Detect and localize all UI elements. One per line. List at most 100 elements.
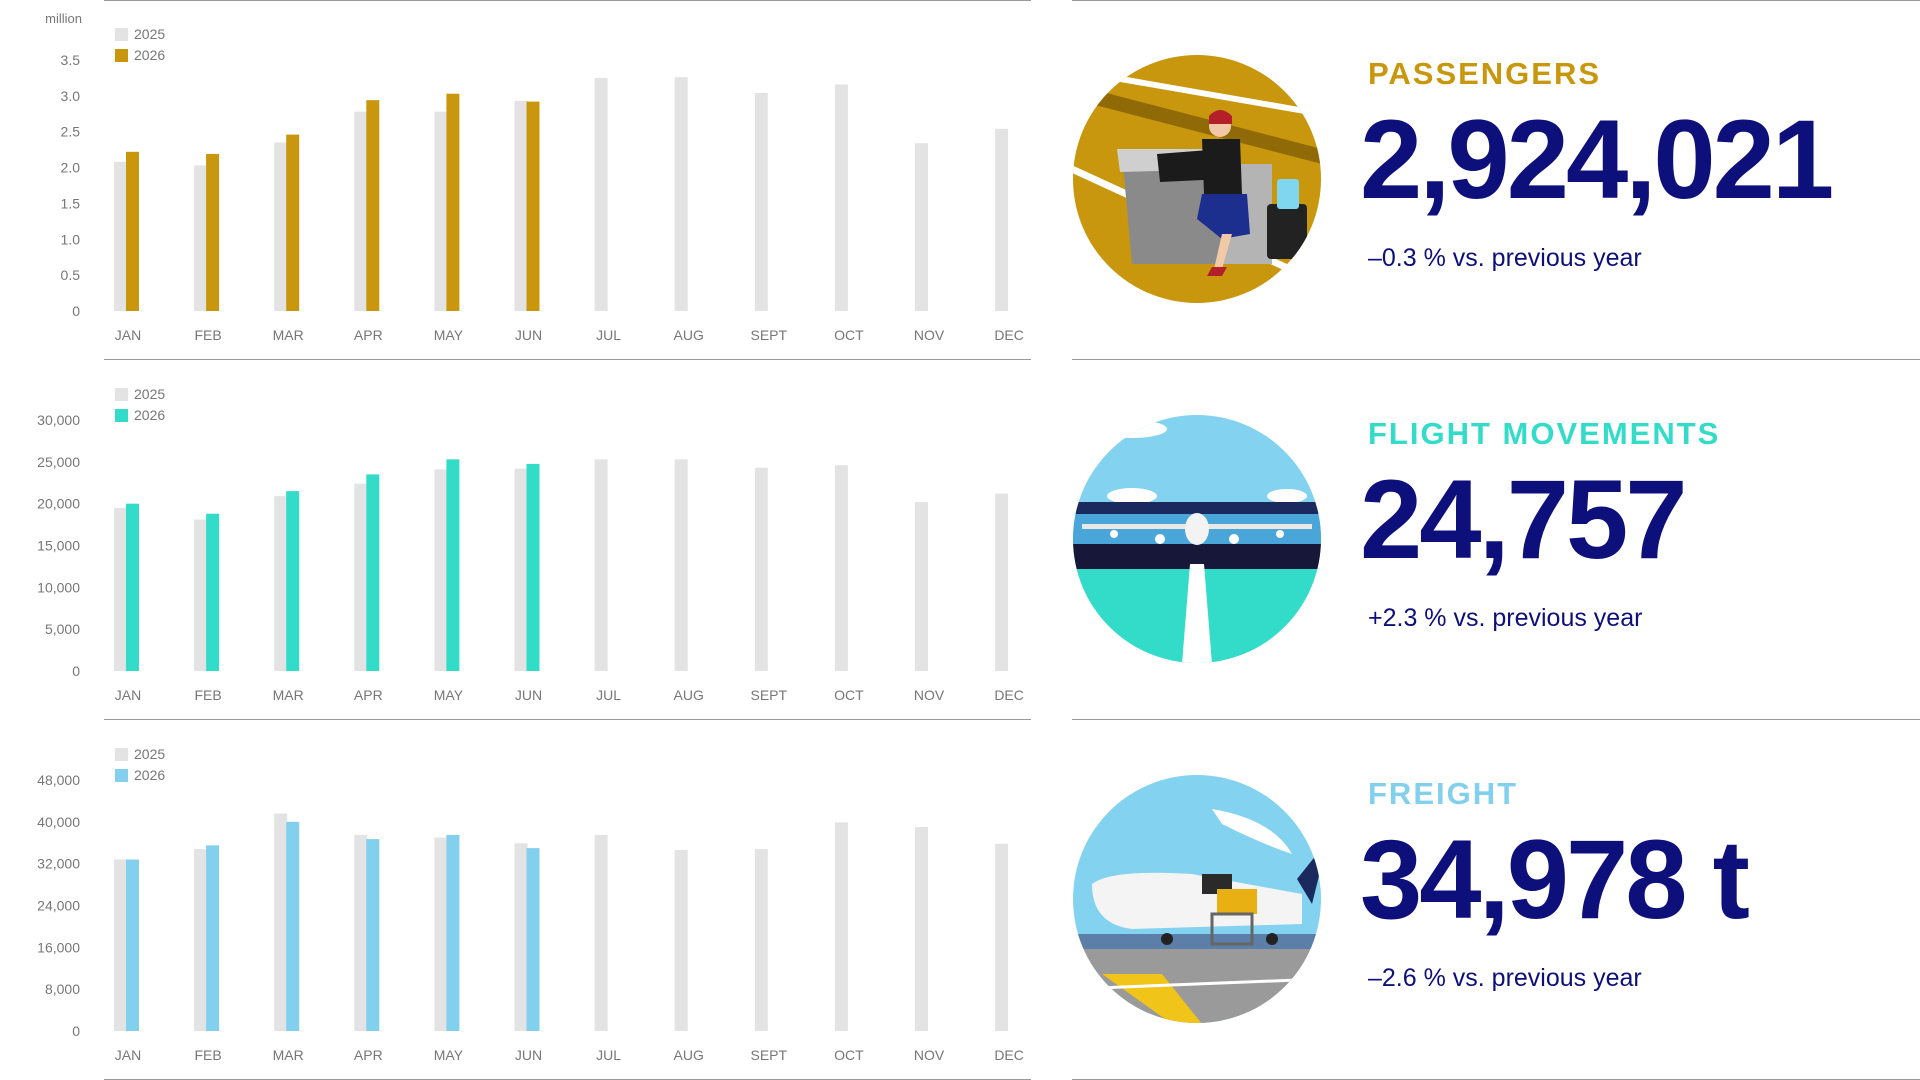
x-tick-label: MAY bbox=[434, 687, 464, 703]
bar-2026-jan bbox=[126, 859, 139, 1031]
legend-label: 2025 bbox=[134, 386, 165, 402]
kpi-label: FLIGHT MOVEMENTS bbox=[1368, 416, 1721, 451]
x-tick-label: MAR bbox=[273, 1047, 304, 1063]
bar-2025-aug bbox=[674, 459, 688, 671]
x-tick-label: FEB bbox=[194, 1047, 221, 1063]
bar-2026-mar bbox=[286, 134, 300, 311]
freight-kpi-panel: FREIGHT 34,978 t –2.6 % vs. previous yea… bbox=[1072, 720, 1920, 1080]
bar-2026-jun bbox=[526, 101, 540, 311]
bar-2025-may bbox=[434, 837, 448, 1031]
bar-2026-may bbox=[446, 93, 460, 311]
x-tick-label: JAN bbox=[115, 327, 141, 343]
bar-2025-feb bbox=[194, 849, 208, 1031]
x-tick-label: NOV bbox=[914, 327, 945, 343]
y-tick-label: 2.0 bbox=[61, 160, 81, 176]
x-tick-label: DEC bbox=[994, 1047, 1024, 1063]
bar-2026-may bbox=[446, 459, 460, 671]
y-tick-label: 0 bbox=[72, 1023, 80, 1039]
bar-2025-jan bbox=[114, 859, 127, 1031]
x-tick-label: JUL bbox=[596, 687, 621, 703]
divider bbox=[104, 719, 1031, 720]
x-tick-label: FEB bbox=[194, 687, 221, 703]
bar-2025-may bbox=[434, 469, 448, 671]
x-tick-label: SEPT bbox=[751, 687, 788, 703]
bar-2025-nov bbox=[915, 501, 928, 671]
bar-2025-oct bbox=[834, 822, 848, 1031]
legend-swatch bbox=[115, 769, 128, 782]
kpi-change: –2.6 % vs. previous year bbox=[1368, 964, 1642, 992]
y-tick-label: 15,000 bbox=[37, 538, 80, 554]
x-tick-label: JUL bbox=[596, 1047, 621, 1063]
bar-2025-jul bbox=[594, 77, 608, 311]
x-tick-label: MAY bbox=[434, 327, 464, 343]
bar-2026-feb bbox=[206, 513, 220, 671]
bar-2025-sept bbox=[754, 467, 768, 671]
legend-label: 2026 bbox=[134, 47, 165, 63]
bar-2026-jan bbox=[126, 151, 139, 311]
x-tick-label: APR bbox=[354, 327, 383, 343]
x-tick-label: OCT bbox=[834, 687, 864, 703]
bar-2025-aug bbox=[674, 850, 688, 1031]
y-tick-label: 0.5 bbox=[61, 267, 81, 283]
bar-2025-nov bbox=[915, 827, 928, 1031]
legend-swatch bbox=[115, 28, 128, 41]
y-tick-label: 48,000 bbox=[37, 772, 80, 788]
bar-2025-feb bbox=[194, 165, 208, 311]
kpi-value: 24,757 bbox=[1360, 457, 1688, 582]
x-tick-label: DEC bbox=[994, 687, 1024, 703]
x-tick-label: MAY bbox=[434, 1047, 464, 1063]
y-tick-label: 5,000 bbox=[45, 621, 80, 637]
x-tick-label: OCT bbox=[834, 327, 864, 343]
x-tick-label: DEC bbox=[994, 327, 1024, 343]
y-tick-label: 24,000 bbox=[37, 898, 80, 914]
bar-2025-sept bbox=[754, 92, 768, 311]
y-tick-label: 40,000 bbox=[37, 814, 80, 830]
x-tick-label: JUL bbox=[596, 327, 621, 343]
bar-2025-apr bbox=[354, 483, 368, 671]
y-tick-label: 3.5 bbox=[61, 52, 81, 68]
y-tick-label: 1.0 bbox=[61, 231, 81, 247]
x-tick-label: JUN bbox=[515, 327, 542, 343]
y-tick-label: 1.5 bbox=[61, 195, 81, 211]
kpi-value: 34,978 t bbox=[1360, 817, 1750, 942]
bar-2025-jul bbox=[594, 459, 608, 671]
x-tick-label: FEB bbox=[194, 327, 221, 343]
kpi-value: 2,924,021 bbox=[1360, 97, 1834, 222]
y-tick-label: 0 bbox=[72, 663, 80, 679]
x-tick-label: NOV bbox=[914, 687, 945, 703]
legend-label: 2026 bbox=[134, 767, 165, 783]
bar-2025-jan bbox=[114, 161, 127, 311]
bar-2026-mar bbox=[286, 491, 300, 671]
kpi-change: +2.3 % vs. previous year bbox=[1368, 604, 1643, 632]
bar-2025-jun bbox=[514, 843, 528, 1031]
top-divider bbox=[1072, 0, 1920, 1]
y-tick-label: 3.0 bbox=[61, 88, 81, 104]
bar-2025-oct bbox=[834, 465, 848, 671]
x-tick-label: JUN bbox=[515, 1047, 542, 1063]
passengers-chart: million 0 0.5 1.0 1.5 2.0 2.5 3.0 3.5 2025 2026 JAN… bbox=[45, 11, 1024, 343]
bar-2025-feb bbox=[194, 519, 208, 671]
bar-2026-apr bbox=[366, 839, 380, 1031]
y-tick-label: 32,000 bbox=[37, 856, 80, 872]
x-tick-label: AUG bbox=[674, 1047, 704, 1063]
y-tick-label: 16,000 bbox=[37, 939, 80, 955]
bar-2025-jun bbox=[514, 468, 528, 671]
x-tick-label: AUG bbox=[674, 327, 704, 343]
bar-2025-jun bbox=[514, 100, 528, 312]
freight-chart-panel: 0 8,000 16,000 24,000 32,000 40,000 48,000 2025… bbox=[0, 720, 1040, 1080]
bar-2025-mar bbox=[274, 142, 288, 311]
bar-2025-apr bbox=[354, 834, 368, 1031]
legend-label: 2025 bbox=[134, 746, 165, 762]
bar-2025-dec bbox=[995, 843, 1009, 1031]
bar-2026-mar bbox=[286, 821, 300, 1031]
y-tick-label: 20,000 bbox=[37, 496, 80, 512]
x-tick-label: AUG bbox=[674, 687, 704, 703]
x-tick-label: APR bbox=[354, 1047, 383, 1063]
bar-2025-apr bbox=[354, 111, 368, 312]
x-tick-label: OCT bbox=[834, 1047, 864, 1063]
passenger-illustration bbox=[1073, 55, 1321, 303]
y-tick-label: 0 bbox=[72, 303, 80, 319]
bar-2025-dec bbox=[995, 128, 1009, 311]
bar-2025-jan bbox=[114, 507, 127, 671]
passengers-chart-panel: million 0 0.5 1.0 1.5 2.0 2.5 3.0 3.5 2025 2026 JAN… bbox=[0, 0, 1040, 360]
